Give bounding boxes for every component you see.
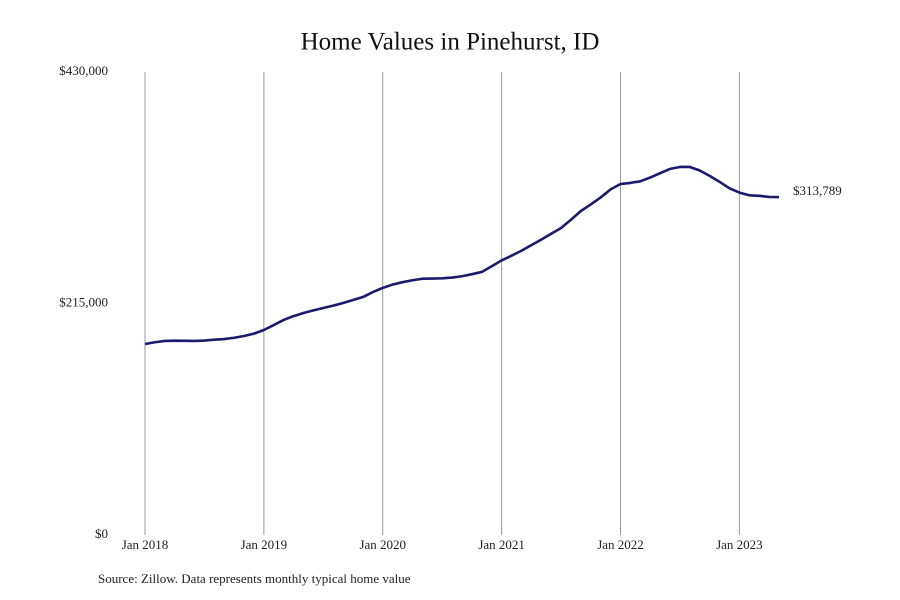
x-tick-label: Jan 2018 bbox=[122, 537, 169, 552]
x-tick-label: Jan 2021 bbox=[478, 537, 525, 552]
y-tick-label: $0 bbox=[95, 526, 108, 541]
value-label: $313,789 bbox=[793, 183, 842, 198]
x-tick-label: Jan 2022 bbox=[597, 537, 644, 552]
x-tick-label: Jan 2020 bbox=[359, 537, 406, 552]
y-tick-label: $430,000 bbox=[59, 63, 108, 78]
line-series bbox=[144, 165, 780, 346]
source-note: Source: Zillow. Data represents monthly … bbox=[98, 571, 411, 586]
chart-title: Home Values in Pinehurst, ID bbox=[301, 29, 600, 56]
y-tick-label: $215,000 bbox=[59, 294, 108, 309]
x-tick-label: Jan 2019 bbox=[241, 537, 288, 552]
x-tick-label: Jan 2023 bbox=[716, 537, 763, 552]
